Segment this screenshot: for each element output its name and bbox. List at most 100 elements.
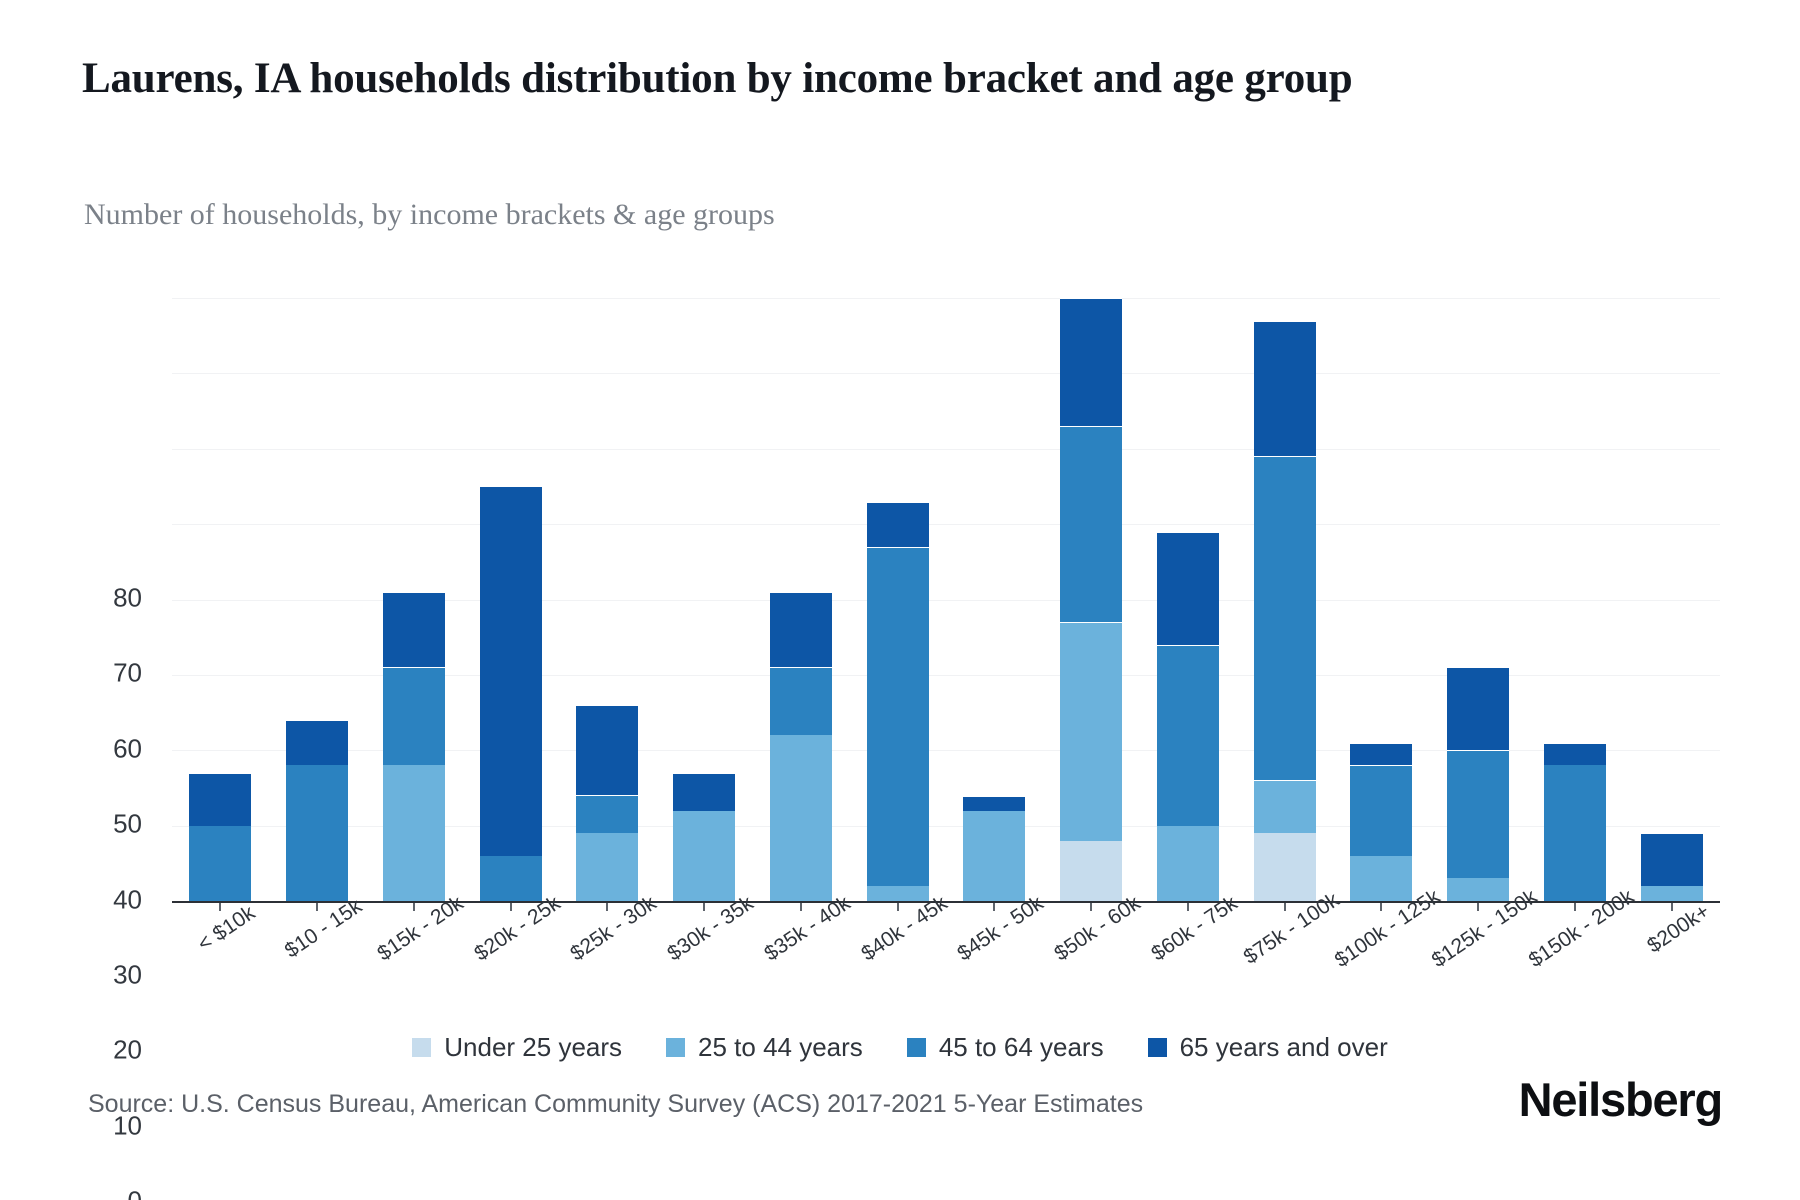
bar-segment[interactable] — [479, 855, 542, 901]
legend-swatch-icon — [666, 1038, 686, 1057]
stacked-bar[interactable] — [963, 795, 1026, 901]
x-label-cell: $35k - 40k — [753, 892, 854, 1045]
legend-item[interactable]: Under 25 years — [412, 1032, 622, 1063]
bar-segment[interactable] — [1447, 878, 1510, 901]
bar-segment[interactable] — [189, 825, 252, 901]
gridline — [172, 298, 1720, 299]
bar-segment[interactable] — [1253, 320, 1316, 457]
source-note: Source: U.S. Census Bureau, American Com… — [88, 1090, 1144, 1118]
legend-item[interactable]: 45 to 64 years — [906, 1032, 1104, 1063]
bar-slot[interactable] — [1236, 298, 1333, 901]
x-label-cell: $45k - 50k — [946, 892, 1048, 1045]
bar-segment[interactable] — [382, 765, 445, 901]
bar-segment[interactable] — [1060, 298, 1123, 427]
bar-segment[interactable] — [1543, 765, 1606, 901]
gridline — [172, 524, 1720, 526]
y-tick-label: 20 — [113, 1034, 142, 1065]
stacked-bar[interactable] — [1156, 531, 1219, 901]
stacked-bar[interactable] — [1640, 833, 1703, 901]
bar-segment[interactable] — [286, 720, 349, 766]
bar-segment[interactable] — [1060, 426, 1123, 623]
bar-segment[interactable] — [866, 501, 929, 547]
x-tick — [849, 902, 946, 912]
bar-slot[interactable] — [1140, 298, 1237, 901]
stacked-bar[interactable] — [479, 486, 542, 901]
x-tick-label: $200k+ — [1642, 899, 1714, 958]
bar-segment[interactable] — [866, 546, 929, 886]
stacked-bar[interactable] — [189, 772, 252, 901]
bar-segment[interactable] — [286, 765, 349, 901]
bar-segment[interactable] — [1253, 780, 1316, 834]
bar-segment[interactable] — [1350, 765, 1413, 856]
stacked-bar[interactable] — [769, 591, 832, 901]
bar-slot[interactable] — [849, 298, 946, 901]
stacked-bar[interactable] — [382, 591, 445, 901]
bar-segment[interactable] — [1640, 885, 1703, 901]
bar-segment[interactable] — [1253, 833, 1316, 901]
bar-segment[interactable] — [673, 772, 736, 811]
stacked-bar[interactable] — [1253, 320, 1316, 901]
bar-segment[interactable] — [479, 486, 542, 856]
bar-segment[interactable] — [189, 772, 252, 826]
bar-segment[interactable] — [963, 795, 1026, 811]
bar-segment[interactable] — [769, 667, 832, 736]
bar-segment[interactable] — [1543, 742, 1606, 766]
bar-segment[interactable] — [769, 591, 832, 668]
bar-slot[interactable] — [753, 298, 850, 901]
legend-item[interactable]: 25 to 44 years — [666, 1032, 863, 1063]
x-label-cell: < $10k — [172, 901, 269, 1045]
bar-segment[interactable] — [1060, 622, 1123, 841]
legend-item[interactable]: 65 years and over — [1147, 1032, 1388, 1063]
gridline — [172, 599, 1720, 601]
bar-segment[interactable] — [1640, 833, 1703, 886]
bar-segment[interactable] — [1060, 840, 1123, 901]
bar-segment[interactable] — [382, 591, 445, 668]
bar-slot[interactable] — [946, 298, 1043, 901]
bar-slot[interactable] — [1430, 298, 1527, 901]
gridline — [172, 448, 1720, 450]
bar-slot[interactable] — [366, 298, 463, 901]
bar-segment[interactable] — [1156, 825, 1219, 901]
stacked-bar[interactable] — [1060, 298, 1123, 901]
bar-segment[interactable] — [1447, 667, 1510, 751]
stacked-bar[interactable] — [1447, 667, 1510, 901]
stacked-bar[interactable] — [673, 772, 736, 901]
bar-segment[interactable] — [576, 833, 639, 901]
stacked-bar[interactable] — [866, 501, 929, 901]
brand-logo: Neilsberg — [1518, 1073, 1724, 1126]
bar-segment[interactable] — [1156, 531, 1219, 645]
bar-slot[interactable] — [656, 298, 753, 901]
bar-segment[interactable] — [576, 795, 639, 834]
stacked-bar[interactable] — [576, 705, 639, 901]
x-tick — [1140, 902, 1237, 912]
x-label-cell: $100k - 125k — [1331, 885, 1445, 1045]
bar-segment[interactable] — [769, 735, 832, 901]
stacked-bar[interactable] — [1543, 742, 1606, 901]
bar-slot[interactable] — [462, 298, 559, 901]
stacked-bar[interactable] — [1350, 742, 1413, 901]
bar-slot[interactable] — [559, 298, 656, 901]
bar-slot[interactable] — [269, 298, 366, 901]
bar-segment[interactable] — [1350, 742, 1413, 766]
bar-segment[interactable] — [673, 810, 736, 901]
bar-slot[interactable] — [1623, 298, 1720, 901]
bar-segment[interactable] — [1447, 750, 1510, 879]
x-tick-label: < $10k — [193, 901, 260, 956]
bar-segment[interactable] — [1350, 855, 1413, 901]
stacked-bar[interactable] — [286, 720, 349, 901]
x-label-cell: $60k - 75k — [1140, 892, 1241, 1045]
bar-slot[interactable] — [1527, 298, 1624, 901]
x-label-cell: $125k - 150k — [1428, 885, 1542, 1045]
bar-slot[interactable] — [172, 298, 269, 901]
bar-slot[interactable] — [1333, 298, 1430, 901]
y-tick-label: 70 — [113, 657, 142, 688]
bar-segment[interactable] — [576, 705, 639, 796]
bar-segment[interactable] — [866, 885, 929, 901]
y-axis-labels: 0 10 20 30 40 50 60 70 80 — [0, 298, 160, 1200]
bar-segment[interactable] — [963, 810, 1026, 901]
x-axis-ticks — [172, 902, 1720, 912]
bar-segment[interactable] — [1156, 644, 1219, 826]
bar-segment[interactable] — [382, 667, 445, 766]
bar-slot[interactable] — [1043, 298, 1140, 901]
bar-segment[interactable] — [1253, 456, 1316, 781]
